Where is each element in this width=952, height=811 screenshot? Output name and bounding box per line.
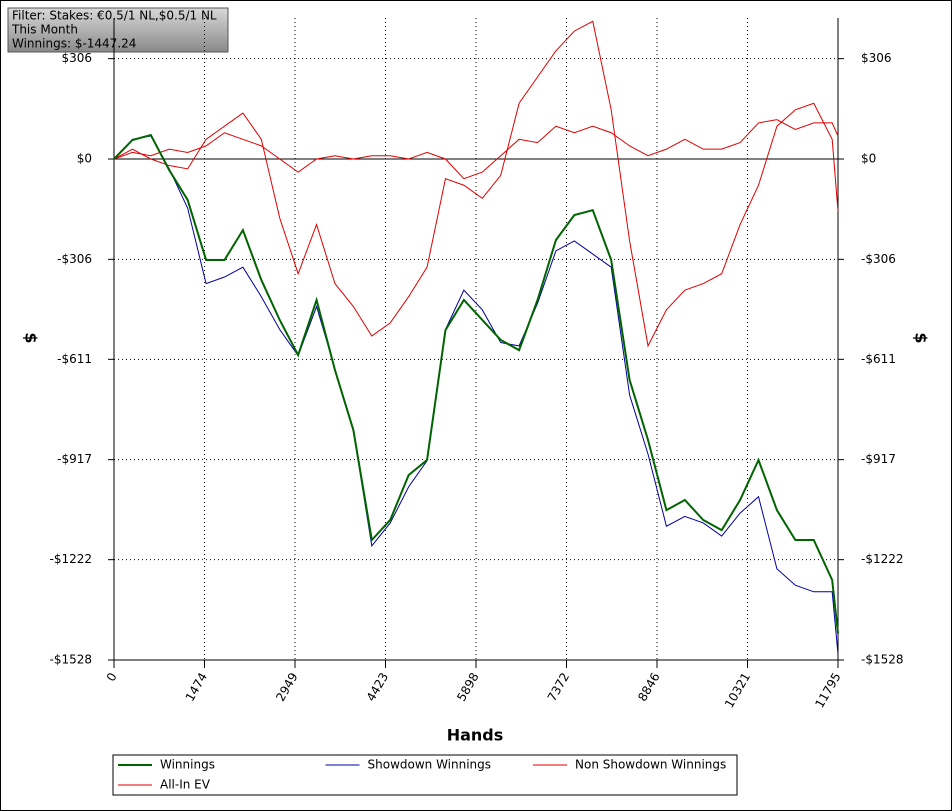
filter-text: This Month <box>11 23 78 37</box>
y2-tick-label: -$306 <box>861 252 896 266</box>
series-line <box>113 135 839 655</box>
y2-tick-label: $0 <box>861 151 876 165</box>
y2-tick-label: -$1528 <box>861 653 904 667</box>
legend-label: All-In EV <box>160 778 211 792</box>
y-tick-label: $306 <box>61 51 92 65</box>
filter-text: Filter: Stakes: €0.5/1 NL,$0.5/1 NL <box>12 9 217 23</box>
series-line <box>113 119 839 180</box>
y2-axis-label: $ <box>912 332 931 343</box>
y-tick-label: -$917 <box>57 452 92 466</box>
y-tick-label: -$611 <box>57 352 92 366</box>
y2-tick-label: -$611 <box>861 352 896 366</box>
x-axis-label: Hands <box>447 726 504 745</box>
y2-tick-label: -$917 <box>861 452 896 466</box>
series-line <box>113 133 839 634</box>
legend-label: Showdown Winnings <box>368 758 492 772</box>
filter-text: Winnings: $-1447.24 <box>12 37 136 51</box>
y-tick-label: -$1222 <box>49 552 92 566</box>
y-axis-label: $ <box>22 332 41 343</box>
filter-box <box>7 7 229 53</box>
legend-label: Non Showdown Winnings <box>575 758 726 772</box>
y2-tick-label: $306 <box>861 51 892 65</box>
legend-box <box>112 754 738 796</box>
y-tick-label: -$1528 <box>49 653 92 667</box>
y-tick-label: -$306 <box>57 252 92 266</box>
series-line <box>113 20 839 348</box>
legend-label: Winnings <box>160 758 215 772</box>
y2-tick-label: -$1222 <box>861 552 904 566</box>
y-tick-label: $0 <box>77 151 92 165</box>
